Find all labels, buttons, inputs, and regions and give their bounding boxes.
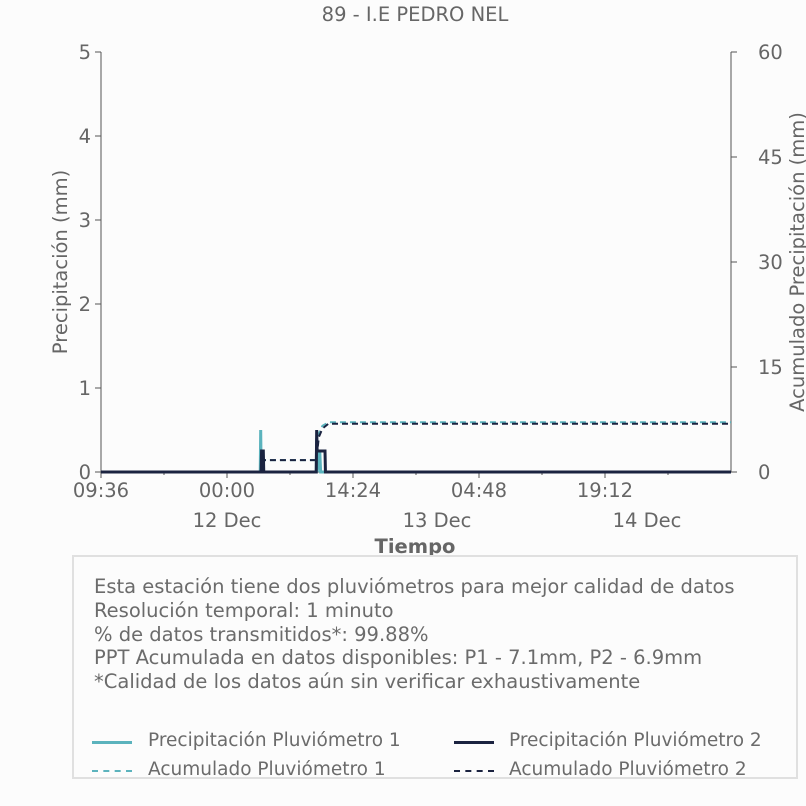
series-precipitacion-pluviometro-1 bbox=[101, 429, 731, 474]
x-tick-label: 00:00 bbox=[199, 479, 255, 502]
chart-title: 89 - I.E PEDRO NEL bbox=[322, 3, 509, 26]
x-date-label: 14 Dec bbox=[613, 509, 682, 532]
legend-label-acum-p1: Acumulado Pluviómetro 1 bbox=[148, 759, 386, 780]
y-right-tick-label: 15 bbox=[758, 356, 783, 379]
y-tick-label: 0 bbox=[79, 461, 91, 484]
series-acumulado-pluviometro-2 bbox=[101, 422, 731, 473]
x-date-label: 12 Dec bbox=[193, 509, 262, 532]
y-right-tick-label: 45 bbox=[758, 146, 783, 169]
legend-label-precip-p1: Precipitación Pluviómetro 1 bbox=[148, 730, 401, 751]
info-line: Resolución temporal: 1 minuto bbox=[94, 598, 394, 622]
y-right-tick-label: 0 bbox=[758, 461, 770, 484]
info-line: *Calidad de los datos aún sin verificar … bbox=[94, 670, 641, 694]
legend-label-precip-p2: Precipitación Pluviómetro 2 bbox=[509, 730, 762, 751]
y-axis-label: Precipitación (mm) bbox=[49, 170, 72, 354]
info-line: % de datos transmitidos*: 99.88% bbox=[94, 622, 429, 646]
x-tick-label: 04:48 bbox=[451, 479, 507, 502]
series-precipitacion-pluviometro-2 bbox=[101, 429, 731, 474]
series-layer bbox=[101, 421, 731, 474]
y-tick-label: 4 bbox=[79, 125, 91, 148]
x-tick-label: 14:24 bbox=[325, 479, 381, 502]
info-panel: Esta estación tiene dos pluviómetros par… bbox=[72, 555, 798, 780]
y-tick-label: 1 bbox=[79, 377, 91, 400]
y-right-tick-label: 60 bbox=[758, 41, 783, 64]
y-tick-label: 3 bbox=[79, 209, 91, 232]
info-line: PPT Acumulada en datos disponibles: P1 -… bbox=[94, 646, 703, 670]
legend-swatch-acum-p1 bbox=[92, 770, 132, 772]
info-line: Esta estación tiene dos pluviómetros par… bbox=[94, 575, 735, 598]
x-tick-label: 19:12 bbox=[577, 479, 633, 502]
series-acumulado-pluviometro-1 bbox=[101, 421, 731, 473]
y-right-tick-label: 30 bbox=[758, 251, 783, 274]
legend-swatch-acum-p2 bbox=[454, 770, 494, 772]
x-tick-label: 09:36 bbox=[73, 479, 129, 502]
legend-label-acum-p2: Acumulado Pluviómetro 2 bbox=[509, 759, 747, 780]
info-text: Esta estación tiene dos pluviómetros par… bbox=[94, 575, 735, 694]
y-tick-label: 2 bbox=[79, 293, 91, 316]
x-axis-label: Tiempo bbox=[375, 535, 456, 558]
x-date-label: 13 Dec bbox=[403, 509, 472, 532]
y-tick-label: 5 bbox=[79, 41, 91, 64]
y-axis-right-label: Acumulado Precipitación (mm) bbox=[786, 112, 806, 412]
legend-swatch-precip-p2 bbox=[454, 741, 494, 744]
legend-swatch-precip-p1 bbox=[92, 741, 132, 744]
